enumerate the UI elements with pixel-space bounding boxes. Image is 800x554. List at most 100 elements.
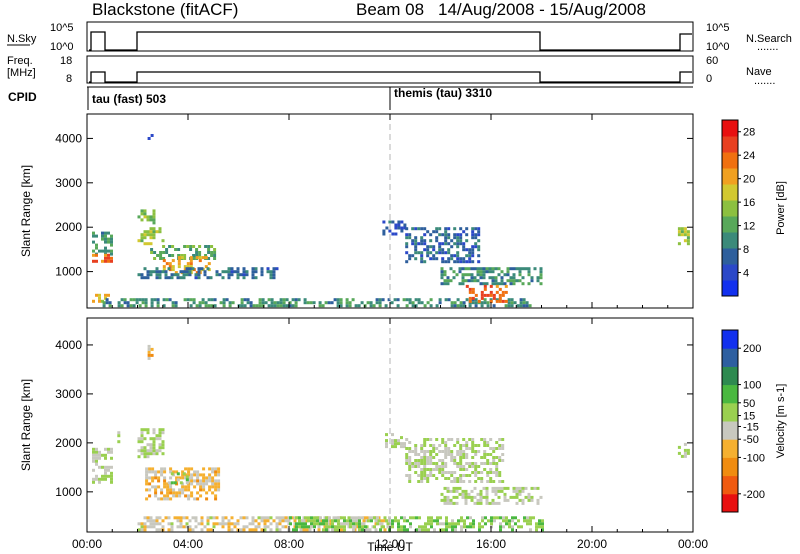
data-cell (266, 267, 270, 271)
data-cell (252, 304, 256, 308)
data-cell (167, 276, 171, 280)
data-cell (150, 353, 154, 357)
data-cell (429, 474, 433, 477)
data-region (137, 267, 279, 280)
data-cell (462, 456, 466, 459)
data-cell (441, 438, 445, 441)
data-cell (289, 522, 292, 526)
data-cell (459, 468, 463, 471)
data-cell (145, 476, 149, 480)
data-cell (485, 282, 489, 286)
data-cell (166, 494, 170, 498)
colorbar-tick-label: 28 (743, 127, 755, 139)
data-cell (444, 471, 448, 474)
data-cell (230, 522, 234, 526)
data-cell (213, 257, 217, 260)
data-cell (477, 444, 481, 447)
data-cell (440, 498, 444, 502)
data-cell (159, 257, 163, 260)
data-cell (143, 215, 147, 219)
data-cell (217, 482, 221, 486)
data-cell (461, 276, 465, 280)
data-cell (423, 471, 427, 474)
y-axis-label: Slant Range [km] (19, 165, 33, 257)
data-cell (426, 474, 430, 477)
data-cell (526, 519, 529, 523)
data-cell (468, 257, 472, 261)
data-cell (464, 498, 468, 502)
data-cell (273, 304, 277, 308)
data-cell (304, 516, 307, 520)
data-cell (447, 447, 451, 450)
data-cell (473, 279, 477, 283)
data-cell (199, 494, 203, 498)
data-cell (495, 456, 499, 459)
data-cell (140, 276, 144, 280)
data-cell (227, 276, 231, 280)
freq-frame (86, 55, 694, 84)
data-cell (92, 259, 95, 263)
data-cell (492, 447, 496, 450)
data-cell (527, 498, 531, 502)
data-cell (301, 525, 304, 529)
data-cell (204, 265, 208, 269)
data-cell (266, 270, 270, 274)
data-cell (156, 298, 160, 302)
data-cell (479, 270, 483, 274)
data-cell (200, 267, 204, 271)
data-cell (432, 230, 436, 234)
data-cell (179, 522, 183, 526)
data-cell (322, 519, 325, 523)
data-cell (677, 233, 681, 237)
data-cell (417, 459, 421, 462)
data-cell (494, 282, 498, 286)
data-cell (181, 473, 185, 477)
data-cell (473, 276, 477, 280)
data-cell (152, 431, 156, 435)
data-cell (170, 276, 174, 280)
data-region (677, 227, 690, 246)
data-cell (152, 236, 156, 240)
data-cell (509, 282, 513, 286)
data-cell (497, 489, 501, 493)
data-cell (477, 465, 481, 468)
data-cell (456, 298, 460, 302)
data-cell (417, 298, 421, 302)
data-cell (429, 251, 433, 255)
data-cell (302, 528, 306, 532)
data-cell (385, 442, 388, 446)
data-cell (188, 525, 192, 529)
x-tick-label: 04:00 (173, 537, 203, 551)
colorbar-swatch (722, 457, 738, 477)
colorbar-swatch (722, 200, 738, 217)
data-cell (107, 293, 110, 297)
data-cell (438, 450, 442, 453)
data-cell (177, 262, 181, 266)
data-cell (149, 449, 153, 453)
data-cell (155, 270, 159, 274)
data-cell (449, 498, 453, 502)
data-cell (104, 246, 107, 250)
data-cell (448, 525, 451, 529)
data-cell (447, 242, 451, 246)
data-cell (214, 488, 218, 492)
data-cell (101, 237, 104, 241)
data-cell (321, 304, 325, 308)
data-cell (132, 298, 136, 302)
data-cell (381, 298, 385, 302)
data-cell (227, 270, 231, 274)
data-cell (95, 293, 98, 297)
data-cell (489, 453, 493, 456)
data-cell (158, 522, 162, 526)
data-cell (509, 276, 513, 280)
data-cell (458, 267, 462, 271)
data-cell (526, 522, 529, 526)
data-cell (104, 256, 107, 260)
data-cell (98, 453, 101, 457)
data-cell (104, 453, 107, 457)
data-cell (284, 516, 288, 520)
data-cell (686, 451, 690, 455)
data-cell (438, 471, 442, 474)
data-cell (465, 239, 469, 243)
data-cell (110, 237, 113, 241)
